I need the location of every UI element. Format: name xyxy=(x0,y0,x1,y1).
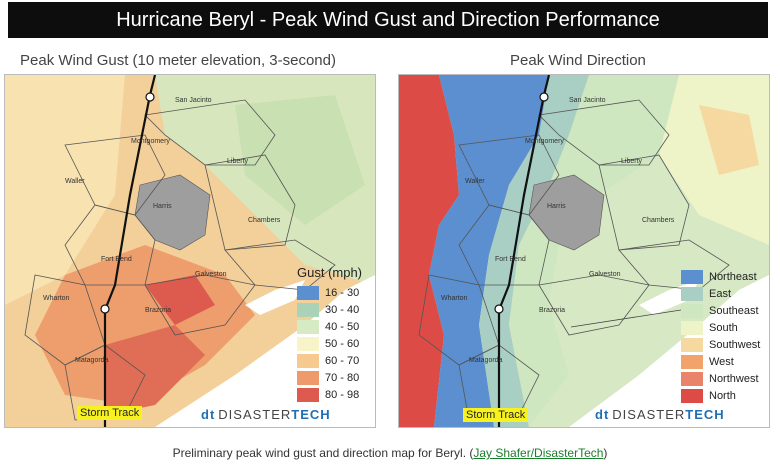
legend-item: Southwest xyxy=(681,336,760,353)
legend-label: East xyxy=(709,287,732,300)
county-label: Harris xyxy=(547,203,566,210)
legend-swatch xyxy=(681,320,703,335)
disastertech-logo: dt DISASTERTECH xyxy=(595,407,725,422)
legend-swatch xyxy=(297,353,319,368)
county-label: Chambers xyxy=(642,217,675,224)
brand-word-disaster: DISASTER xyxy=(218,407,292,422)
legend-swatch xyxy=(297,285,319,300)
caption-text: Preliminary peak wind gust and direction… xyxy=(172,446,474,460)
county-label: Matagorda xyxy=(469,357,503,364)
county-label: San Jacinto xyxy=(569,97,606,104)
county-label: San Jacinto xyxy=(175,97,212,104)
legend-swatch xyxy=(297,387,319,402)
legend-item: East xyxy=(681,285,760,302)
county-label: Galveston xyxy=(589,271,621,278)
legend-label: Southwest xyxy=(709,338,761,351)
brand-mark: dt xyxy=(595,407,610,422)
county-label: Chambers xyxy=(248,217,281,224)
caption: Preliminary peak wind gust and direction… xyxy=(0,446,780,460)
legend-label: 60 - 70 xyxy=(325,354,360,367)
gust-legend: Gust (mph) 16 - 30 30 - 40 40 - 50 50 - 60 6… xyxy=(297,265,362,403)
county-label: Harris xyxy=(153,203,172,210)
legend-item: South xyxy=(681,319,760,336)
legend-swatch xyxy=(297,302,319,317)
county-label: Brazoria xyxy=(145,307,172,314)
county-label: Montgomery xyxy=(131,138,170,145)
gust-map-graphic xyxy=(5,75,375,427)
legend-swatch xyxy=(297,319,319,334)
legend-item: 40 - 50 xyxy=(297,318,362,335)
storm-track-label: Storm Track xyxy=(77,406,143,420)
brand-word-tech: TECH xyxy=(291,407,331,422)
legend-label: 80 - 98 xyxy=(325,388,360,401)
legend-swatch xyxy=(297,370,319,385)
caption-close: ) xyxy=(603,446,608,460)
legend-item: West xyxy=(681,353,760,370)
legend-item: North xyxy=(681,387,760,404)
legend-swatch xyxy=(681,354,703,369)
legend-label: 70 - 80 xyxy=(325,371,360,384)
county-label: Fort Bend xyxy=(101,256,132,263)
brand-mark: dt xyxy=(201,407,216,422)
legend-swatch xyxy=(681,371,703,386)
legend-item: Northwest xyxy=(681,370,760,387)
legend-item: Northeast xyxy=(681,268,760,285)
legend-swatch xyxy=(681,388,703,403)
direction-map-graphic xyxy=(399,75,769,427)
legend-item: 80 - 98 xyxy=(297,386,362,403)
legend-label: 30 - 40 xyxy=(325,303,360,316)
legend-label: Northeast xyxy=(709,270,757,283)
legend-label: Southeast xyxy=(709,304,759,317)
county-label: Brazoria xyxy=(539,307,566,314)
legend-swatch xyxy=(681,269,703,284)
legend-item: 16 - 30 xyxy=(297,284,362,301)
disastertech-logo: dt DISASTERTECH xyxy=(201,407,331,422)
legend-label: South xyxy=(709,321,738,334)
legend-label: Northwest xyxy=(709,372,759,385)
brand-word-disaster: DISASTER xyxy=(612,407,686,422)
legend-item: Southeast xyxy=(681,302,760,319)
county-label: Wharton xyxy=(43,295,70,302)
legend-swatch xyxy=(681,337,703,352)
legend-item: 70 - 80 xyxy=(297,369,362,386)
county-label: Waller xyxy=(465,178,485,185)
legend-label: North xyxy=(709,389,736,402)
legend-label: 16 - 30 xyxy=(325,286,360,299)
legend-swatch xyxy=(681,286,703,301)
legend-item: 30 - 40 xyxy=(297,301,362,318)
county-label: Liberty xyxy=(621,158,643,165)
county-label: Waller xyxy=(65,178,85,185)
left-map-title: Peak Wind Gust (10 meter elevation, 3-se… xyxy=(20,52,336,69)
brand-word-tech: TECH xyxy=(685,407,725,422)
county-label: Montgomery xyxy=(525,138,564,145)
direction-legend: Northeast East Southeast South Southwest West… xyxy=(681,268,760,404)
county-label: Wharton xyxy=(441,295,468,302)
gust-legend-title: Gust (mph) xyxy=(297,265,363,280)
right-map-title: Peak Wind Direction xyxy=(510,52,646,69)
credit-link[interactable]: Jay Shafer/DisasterTech xyxy=(473,446,604,460)
gust-map: San Jacinto Montgomery Liberty Waller Ha… xyxy=(4,74,376,428)
direction-map: San Jacinto Montgomery Liberty Waller Ha… xyxy=(398,74,770,428)
county-label: Liberty xyxy=(227,158,249,165)
legend-label: West xyxy=(709,355,734,368)
legend-swatch xyxy=(297,336,319,351)
legend-label: 50 - 60 xyxy=(325,337,360,350)
legend-label: 40 - 50 xyxy=(325,320,360,333)
banner-title: Hurricane Beryl - Peak Wind Gust and Dir… xyxy=(8,2,768,38)
county-label: Matagorda xyxy=(75,357,109,364)
storm-track-label: Storm Track xyxy=(463,408,529,422)
legend-swatch xyxy=(681,303,703,318)
legend-item: 60 - 70 xyxy=(297,352,362,369)
county-label: Galveston xyxy=(195,271,227,278)
county-label: Fort Bend xyxy=(495,256,526,263)
legend-item: 50 - 60 xyxy=(297,335,362,352)
